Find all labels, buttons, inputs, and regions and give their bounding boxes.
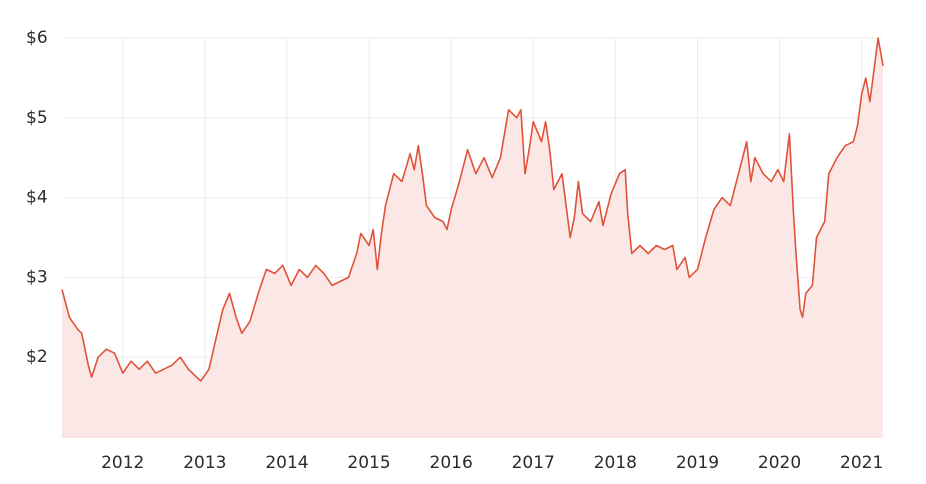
x-tick-label: 2015 [347,453,390,473]
x-tick-label: 2019 [676,453,719,473]
x-tick-label: 2017 [512,453,555,473]
y-tick-label: $5 [26,108,48,128]
x-tick-label: 2013 [183,453,226,473]
x-tick-label: 2014 [265,453,308,473]
x-tick-label: 2016 [430,453,473,473]
y-tick-label: $3 [26,267,48,287]
price-line [61,37,884,382]
x-tick-label: 2021 [840,453,883,473]
x-tick-label: 2018 [594,453,637,473]
y-tick-label: $6 [26,28,48,48]
area [62,38,883,437]
x-tick-label: 2020 [758,453,801,473]
y-tick-label: $4 [26,188,48,208]
y-tick-label: $2 [26,347,48,367]
x-tick-label: 2012 [101,453,144,473]
